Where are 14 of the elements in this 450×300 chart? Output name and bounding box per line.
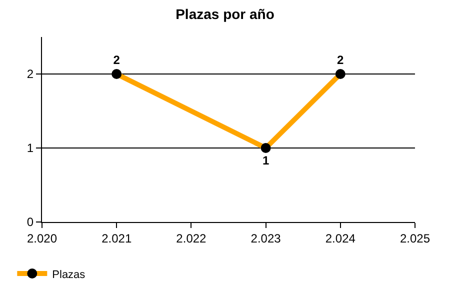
x-tick-label: 2.025 xyxy=(400,231,430,246)
y-tick-label: 0 xyxy=(26,215,34,230)
y-tick-label: 2 xyxy=(26,67,34,82)
y-tick-label: 1 xyxy=(26,141,34,156)
data-label: 2 xyxy=(337,52,344,67)
x-tick-label: 2.022 xyxy=(176,231,207,246)
data-label: 2 xyxy=(113,52,120,67)
x-tick-label: 2.021 xyxy=(102,231,132,246)
legend-label: Plazas xyxy=(52,268,86,281)
x-tick-label: 2.020 xyxy=(26,231,58,246)
chart-title: Plazas por año xyxy=(176,6,274,22)
data-label: 1 xyxy=(262,153,270,168)
x-tick-label: 2.023 xyxy=(250,231,282,246)
x-tick-label: 2.024 xyxy=(325,231,356,246)
